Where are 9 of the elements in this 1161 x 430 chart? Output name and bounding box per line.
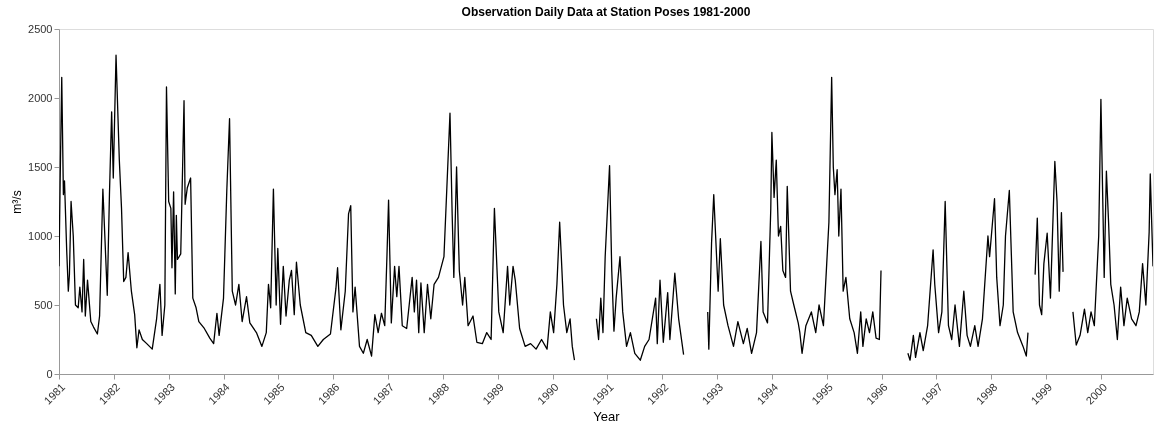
y-tick-label: 1000 [28, 229, 53, 242]
chart-title: Observation Daily Data at Station Poses 1981-2000 [461, 5, 751, 19]
y-tick-label: 1500 [28, 160, 53, 173]
y-tick-label: 0 [46, 367, 53, 380]
y-tick-label: 2500 [28, 22, 53, 35]
y-tick-label: 500 [34, 298, 53, 311]
x-axis-title: Year [593, 408, 621, 424]
y-axis-title: m³/s [10, 190, 25, 214]
y-tick-label: 2000 [28, 91, 53, 104]
